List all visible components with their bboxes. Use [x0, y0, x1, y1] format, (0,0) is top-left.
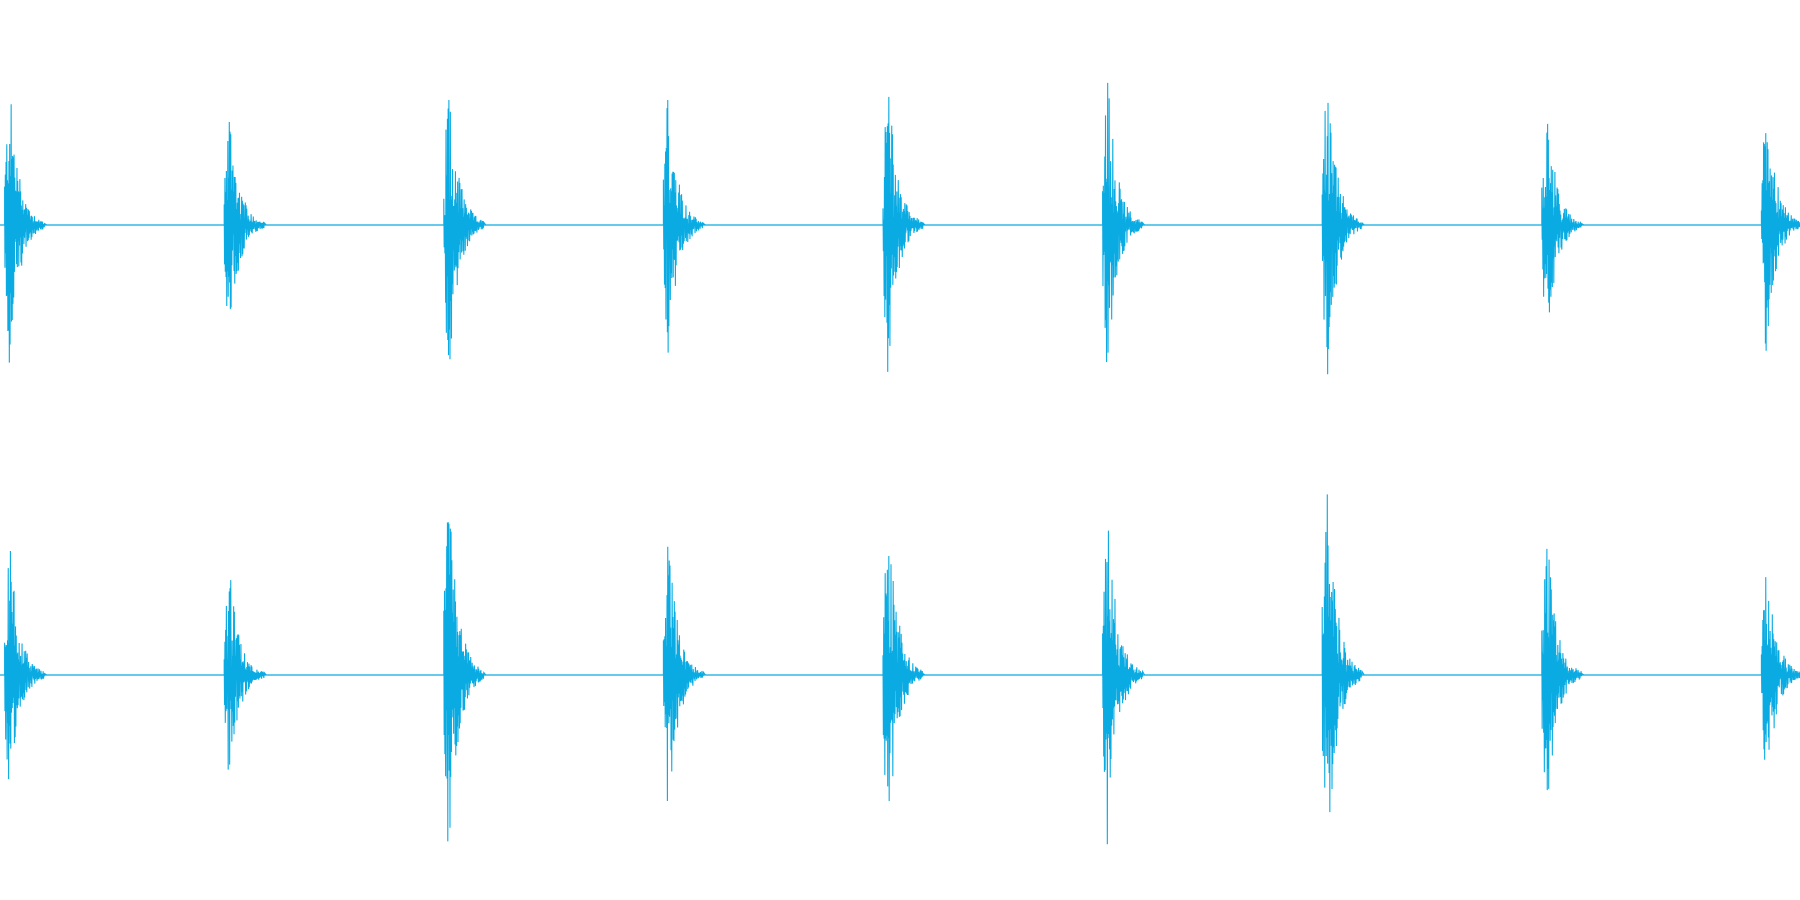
channel-1: [4, 82, 1800, 375]
waveform-burst: [223, 580, 267, 770]
channel-2: [4, 494, 1800, 845]
waveform-burst: [1541, 548, 1585, 791]
waveform-burst: [662, 546, 706, 801]
waveform-burst: [4, 104, 47, 363]
waveform-burst: [1541, 123, 1585, 313]
waveform-burst: [1102, 530, 1146, 845]
waveform-burst: [223, 122, 267, 310]
waveform-burst: [443, 100, 487, 360]
waveform-burst: [1102, 82, 1146, 363]
waveform-burst: [662, 100, 706, 353]
waveform-burst: [1760, 133, 1800, 351]
waveform-burst: [882, 555, 926, 802]
waveform-burst: [4, 550, 47, 780]
waveform-burst: [1321, 494, 1365, 813]
waveform-burst: [882, 96, 926, 372]
waveform-burst: [1321, 102, 1365, 375]
waveform-burst: [443, 522, 487, 842]
waveform-burst: [1760, 577, 1800, 760]
